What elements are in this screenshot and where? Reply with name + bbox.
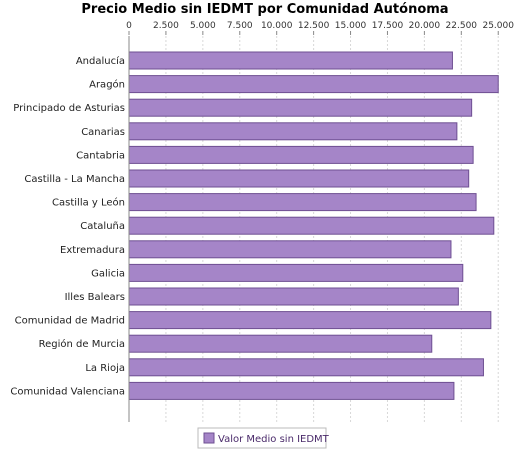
x-tick-label: 20.000 — [409, 21, 441, 31]
x-tick-label: 22.500 — [446, 21, 478, 31]
bar — [128, 358, 484, 377]
x-tick-label: 2.500 — [153, 21, 179, 31]
x-tick-label: 12.500 — [298, 21, 330, 31]
category-labels: Andalucía Aragón Principado de Asturias Can… — [10, 55, 125, 397]
bars — [128, 51, 499, 400]
x-axis-ticks: 0 2.500 5.000 7.500 10.000 12.500 15.000 17.500… — [126, 21, 514, 35]
bar — [128, 193, 477, 212]
bar — [128, 263, 464, 282]
x-tick-label: 17.500 — [372, 21, 404, 31]
category-label: Castilla y León — [52, 197, 125, 209]
bar — [128, 381, 455, 400]
category-label: Canarias — [81, 127, 125, 138]
legend-box — [197, 427, 327, 449]
bar — [128, 145, 474, 164]
category-label: Región de Murcia — [39, 338, 125, 350]
x-tick-label: 25.000 — [482, 21, 514, 31]
category-label: Aragón — [89, 79, 125, 91]
legend-label: Valor Medio sin IEDMT — [218, 434, 330, 445]
category-label: Andalucía — [76, 55, 125, 67]
bar — [128, 75, 499, 94]
x-tick-label: 10.000 — [261, 21, 293, 31]
legend-swatch — [203, 432, 215, 444]
category-label: Galicia — [91, 268, 125, 279]
x-tick-label: 15.000 — [335, 21, 367, 31]
category-label: Comunidad de Madrid — [15, 316, 125, 327]
category-label: Cantabria — [76, 150, 125, 161]
x-tick-label: 7.500 — [227, 21, 253, 31]
bar — [128, 122, 458, 141]
x-tick-label: 5.000 — [190, 21, 216, 31]
bar — [128, 51, 453, 70]
bar — [128, 169, 470, 188]
legend: Valor Medio sin IEDMT — [197, 427, 330, 449]
category-label: Illes Balears — [65, 292, 125, 303]
x-tick-label: 0 — [126, 21, 132, 31]
bar — [128, 334, 433, 353]
category-label: Principado de Asturias — [13, 103, 125, 114]
category-label: Cataluña — [80, 221, 125, 232]
category-label: Comunidad Valenciana — [10, 386, 125, 397]
category-label: La Rioja — [85, 363, 125, 374]
category-label: Castilla - La Mancha — [24, 174, 125, 185]
bar — [128, 98, 473, 117]
chart-title: Precio Medio sin IEDMT por Comunidad Aut… — [81, 2, 448, 17]
bar — [128, 216, 495, 235]
bar — [128, 311, 492, 330]
bar — [128, 240, 452, 259]
bar — [128, 287, 459, 306]
category-label: Extremadura — [60, 245, 125, 256]
